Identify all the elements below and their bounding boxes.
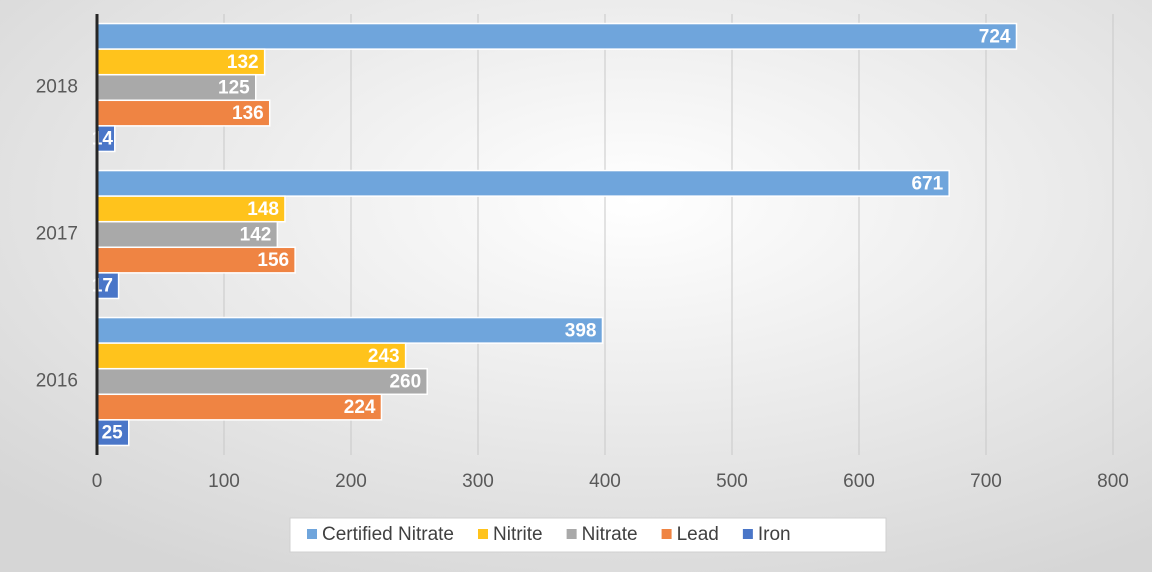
legend-swatch bbox=[742, 529, 753, 539]
y-tick-label: 2017 bbox=[36, 224, 78, 245]
x-tick-label: 200 bbox=[335, 471, 367, 492]
value-label: 260 bbox=[389, 372, 421, 393]
x-tick-label: 600 bbox=[843, 471, 875, 492]
legend-swatch bbox=[307, 529, 317, 539]
legend-label: Lead bbox=[677, 524, 719, 545]
bar bbox=[96, 246, 296, 274]
bar bbox=[96, 393, 383, 421]
legend-label: Certified Nitrate bbox=[322, 524, 454, 545]
value-label: 25 bbox=[102, 423, 124, 444]
bar bbox=[96, 316, 604, 344]
bar bbox=[96, 22, 1018, 50]
value-label: 132 bbox=[227, 52, 259, 73]
x-tick-label: 0 bbox=[92, 471, 103, 492]
value-label: 142 bbox=[240, 225, 272, 246]
y-tick-label: 2018 bbox=[36, 77, 78, 98]
legend-label: Nitrate bbox=[582, 524, 638, 545]
x-tick-label: 500 bbox=[716, 471, 748, 492]
legend-swatch bbox=[566, 529, 577, 539]
bar bbox=[96, 169, 950, 197]
legend-box bbox=[289, 517, 887, 553]
value-label: 156 bbox=[257, 250, 289, 271]
x-tick-label: 400 bbox=[589, 471, 621, 492]
bar bbox=[96, 367, 428, 396]
value-label: 17 bbox=[92, 276, 113, 297]
x-tick-label: 800 bbox=[1097, 471, 1129, 492]
value-label: 125 bbox=[218, 78, 250, 99]
value-label: 14 bbox=[92, 129, 114, 150]
bar bbox=[96, 220, 279, 249]
value-label: 243 bbox=[368, 346, 400, 367]
value-label: 224 bbox=[344, 397, 376, 418]
x-tick-label: 700 bbox=[970, 471, 1002, 492]
x-tick-label: 100 bbox=[208, 471, 240, 492]
value-label: 148 bbox=[247, 199, 279, 220]
value-label: 724 bbox=[979, 26, 1011, 47]
bar bbox=[96, 99, 271, 127]
y-tick-label: 2016 bbox=[36, 371, 78, 392]
legend-swatch bbox=[661, 529, 672, 539]
legend-swatch bbox=[478, 529, 488, 539]
bar bbox=[96, 419, 130, 447]
bar bbox=[96, 342, 407, 370]
value-label: 398 bbox=[565, 320, 597, 341]
legend-label: Iron bbox=[758, 524, 791, 545]
x-tick-label: 300 bbox=[462, 471, 494, 492]
value-label: 136 bbox=[232, 103, 264, 124]
legend-label: Nitrite bbox=[493, 524, 543, 545]
value-label: 671 bbox=[911, 173, 943, 194]
